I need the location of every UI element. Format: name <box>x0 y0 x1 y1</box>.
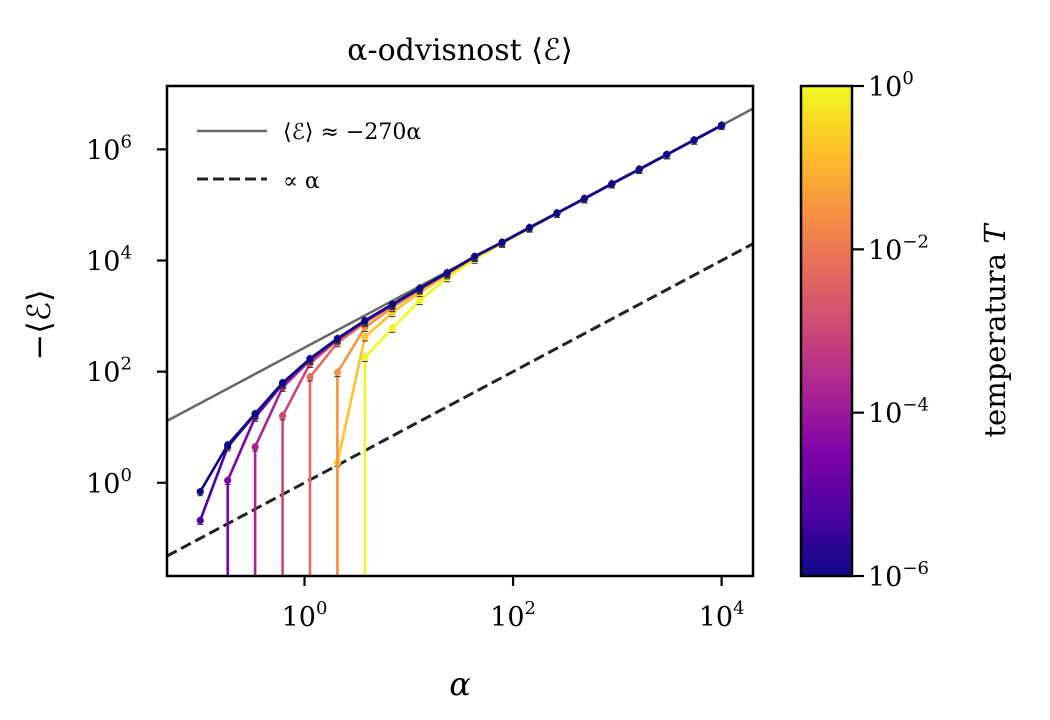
x-tick-label: 102 <box>490 598 536 633</box>
series-T=1 <box>361 121 726 576</box>
series-line <box>226 124 723 576</box>
data-point <box>306 355 314 363</box>
data-point <box>251 443 259 451</box>
series-T=1e-3 <box>278 121 726 576</box>
series-line <box>308 124 723 576</box>
data-point <box>361 333 369 341</box>
y-tick-label: 104 <box>86 242 132 277</box>
data-point <box>388 324 396 332</box>
data-point <box>580 194 589 203</box>
legend-label-proportional: ∝ α <box>283 169 320 194</box>
colorbar-label: temperatura T <box>978 222 1012 438</box>
data-point <box>388 309 396 317</box>
colorbar-tick-label: 100 <box>868 68 914 103</box>
colorbar-label-text: temperatura <box>978 244 1012 438</box>
x-axis-label: α <box>449 665 471 703</box>
colorbar-tick-label-exp: −6 <box>902 558 929 579</box>
data-point <box>196 516 204 525</box>
x-tick-label-base: 10 <box>699 602 733 633</box>
colorbar-tick-label-base: 10 <box>868 235 902 266</box>
colorbar-tick-label: 10−2 <box>868 231 929 266</box>
data-point <box>333 334 342 343</box>
plot-frame <box>165 84 755 578</box>
y-tick-label: 106 <box>86 131 132 166</box>
series-line <box>198 124 723 521</box>
colorbar-gradient <box>799 84 854 578</box>
x-tick-label-base: 10 <box>282 602 316 633</box>
y-tick-label-exp: 0 <box>120 465 131 486</box>
data-point <box>443 269 451 277</box>
series-T=3.2e-2 <box>333 121 726 576</box>
x-tick-label: 100 <box>282 598 328 633</box>
legend: ⟨ℰ⟩ ≈ −270α ∝ α <box>197 120 421 194</box>
data-point <box>663 151 671 159</box>
x-axis: 100 102 104 <box>282 576 745 633</box>
data-point <box>361 353 369 362</box>
data-point <box>333 369 342 377</box>
y-tick-label-exp: 6 <box>120 131 131 152</box>
colorbar-tick-label-base: 10 <box>868 399 902 430</box>
y-tick-label-base: 10 <box>86 246 120 277</box>
y-tick-label: 100 <box>86 465 132 500</box>
y-tick-label-base: 10 <box>86 135 120 166</box>
chart-title: α-odvisnost ⟨ℰ⟩ <box>347 33 573 68</box>
data-point <box>196 488 204 496</box>
data-point <box>608 180 616 188</box>
series-line <box>253 124 723 576</box>
colorbar-tick-label-base: 10 <box>868 562 902 593</box>
y-tick-label-base: 10 <box>86 469 120 500</box>
x-tick-label-exp: 2 <box>525 598 536 619</box>
data-point <box>278 412 287 420</box>
data-point <box>525 224 534 232</box>
y-axis-label: −⟨ℰ⟩ <box>20 289 58 360</box>
data-point <box>361 316 369 325</box>
data-point <box>498 238 506 246</box>
colorbar-tick-label-base: 10 <box>868 72 902 103</box>
data-point <box>388 300 396 309</box>
x-tick-label-exp: 4 <box>733 598 744 619</box>
data-point <box>471 252 479 261</box>
data-point <box>553 209 561 217</box>
data-point <box>306 373 314 381</box>
data-point <box>278 379 287 387</box>
series-line <box>336 124 723 576</box>
colorbar-label-var: T <box>978 222 1012 244</box>
data-point <box>251 410 259 418</box>
series-T=1e-6 <box>196 121 726 497</box>
data-point <box>224 441 232 449</box>
y-tick-label-exp: 2 <box>120 354 131 375</box>
data-point <box>718 121 726 129</box>
data-point <box>690 136 698 144</box>
x-tick-label: 104 <box>699 598 745 633</box>
series-line <box>336 124 723 576</box>
legend-label-fit: ⟨ℰ⟩ ≈ −270α <box>283 120 421 145</box>
y-tick-label: 102 <box>86 354 132 389</box>
colorbar-tick-label-exp: −2 <box>902 231 929 252</box>
data-point <box>635 165 643 173</box>
data-point <box>224 476 232 485</box>
data-point <box>416 284 424 292</box>
series-layer <box>196 121 726 576</box>
colorbar-tick-label: 10−6 <box>868 558 929 593</box>
colorbar-tick-label-exp: −4 <box>902 395 929 416</box>
series-T=5.6e-6 <box>196 121 726 525</box>
colorbar-tick-label: 10−4 <box>868 395 929 430</box>
data-point <box>416 296 424 305</box>
x-tick-label-base: 10 <box>490 602 524 633</box>
series-line <box>199 124 723 493</box>
colorbar-tick-label-exp: 0 <box>902 68 913 89</box>
x-tick-label-exp: 0 <box>316 598 327 619</box>
reference-line-proportional <box>167 242 753 558</box>
y-tick-label-base: 10 <box>86 358 120 389</box>
series-T=0.18 <box>333 121 726 576</box>
y-tick-label-exp: 4 <box>120 242 131 263</box>
